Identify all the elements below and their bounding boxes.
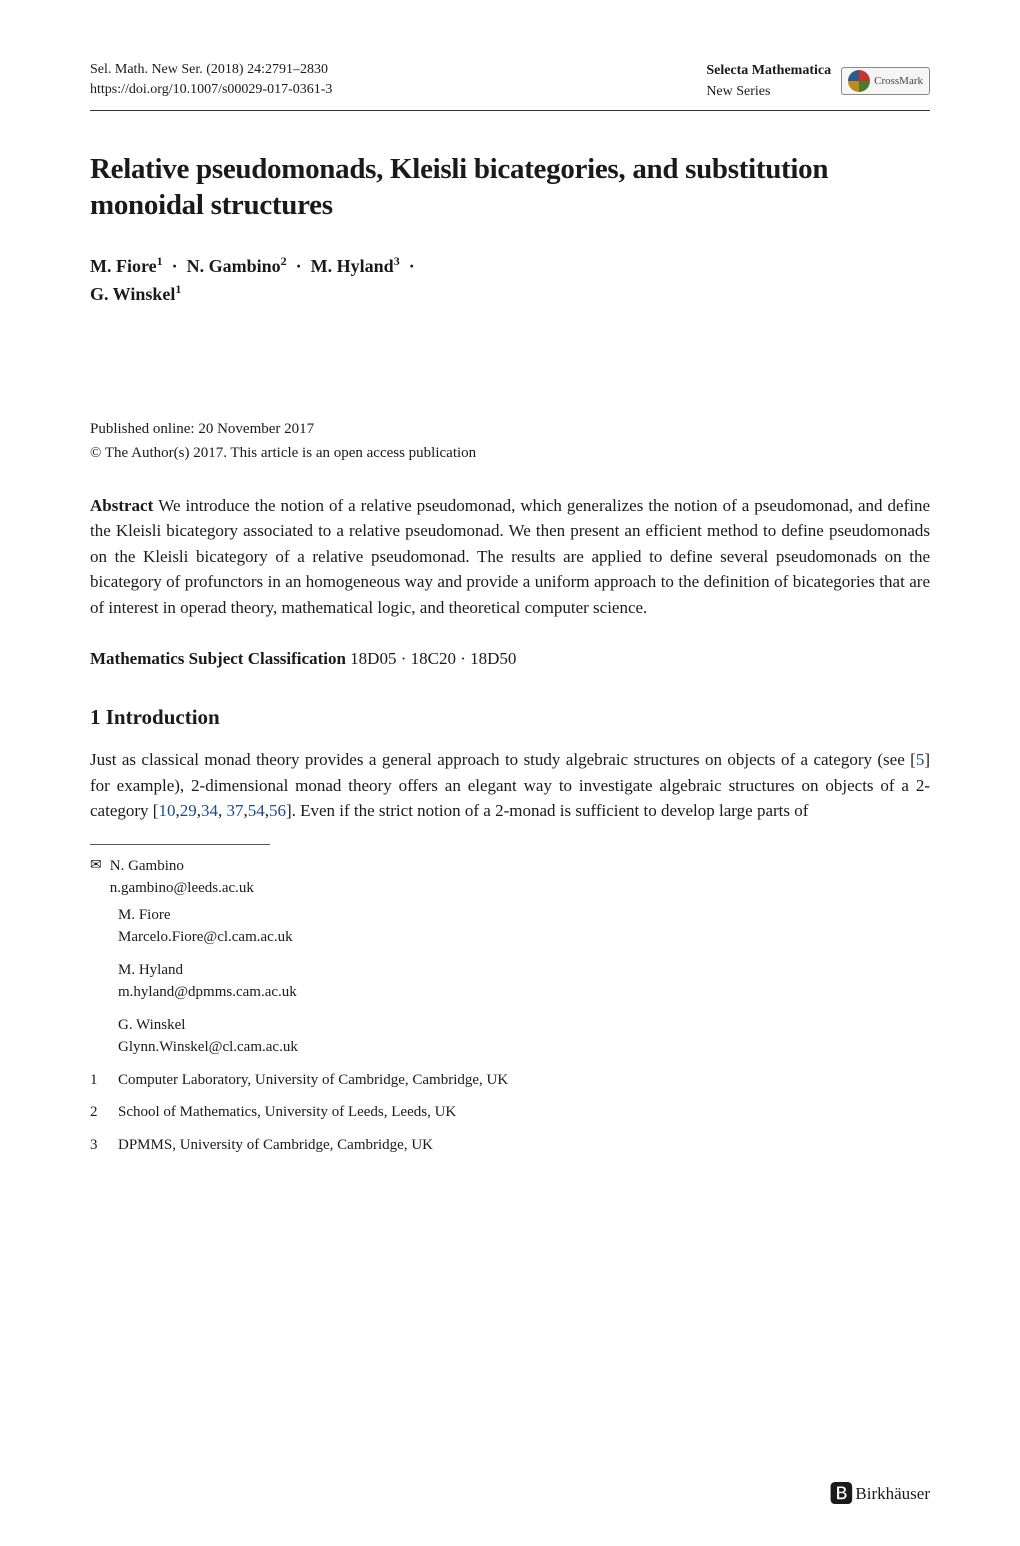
journal-series: New Series	[706, 81, 831, 102]
affiliation-2: 2 School of Mathematics, University of L…	[90, 1101, 930, 1124]
citation-29[interactable]: 29	[180, 801, 197, 820]
journal-block: Selecta Mathematica New Series	[706, 60, 831, 102]
author-contact-3: G. Winskel Glynn.Winskel@cl.cam.ac.uk	[118, 1014, 930, 1059]
published-online: Published online: 20 November 2017	[90, 418, 930, 441]
header-rule	[90, 110, 930, 111]
author-name: M. Hyland	[118, 959, 930, 982]
corr-name: N. Gambino	[110, 855, 254, 878]
section-heading-1: 1 Introduction	[90, 702, 930, 734]
authors-line1: M. Fiore1 · N. Gambino2 · M. Hyland3 ·	[90, 252, 930, 280]
citation-56[interactable]: 56	[269, 801, 286, 820]
affil-num: 2	[90, 1101, 104, 1124]
running-header: Sel. Math. New Ser. (2018) 24:2791–2830 …	[90, 60, 930, 102]
affil-text: Computer Laboratory, University of Cambr…	[118, 1069, 508, 1092]
authors-line2: G. Winskel1	[90, 280, 930, 308]
corr-email: n.gambino@leeds.ac.uk	[110, 877, 254, 900]
header-right: Selecta Mathematica New Series CrossMark	[706, 60, 930, 102]
author-email: m.hyland@dpmms.cam.ac.uk	[118, 981, 930, 1004]
author-name: M. Fiore	[118, 904, 930, 927]
publisher-name: Birkhäuser	[855, 1484, 930, 1503]
affil-text: DPMMS, University of Cambridge, Cambridg…	[118, 1134, 433, 1157]
crossmark-badge[interactable]: CrossMark	[841, 67, 930, 95]
crossmark-icon	[848, 70, 870, 92]
author-contact-1: M. Fiore Marcelo.Fiore@cl.cam.ac.uk	[118, 904, 930, 949]
citation-54[interactable]: 54	[248, 801, 265, 820]
affiliation-3: 3 DPMMS, University of Cambridge, Cambri…	[90, 1134, 930, 1157]
copyright-line: © The Author(s) 2017. This article is an…	[90, 442, 930, 465]
envelope-icon: ✉	[90, 855, 102, 900]
abstract-text: We introduce the notion of a relative ps…	[90, 496, 930, 617]
publisher-mark: 🅱Birkhäuser	[829, 1474, 930, 1510]
affiliation-1: 1 Computer Laboratory, University of Cam…	[90, 1069, 930, 1092]
msc-codes: 18D05 · 18C20 · 18D50	[350, 649, 516, 668]
journal-ref: Sel. Math. New Ser. (2018) 24:2791–2830	[90, 60, 332, 80]
footnote-rule	[90, 844, 270, 845]
article-title: Relative pseudomonads, Kleisli bicategor…	[90, 151, 930, 224]
intro-text-3: ]. Even if the strict notion of a 2-mona…	[286, 801, 808, 820]
affil-text: School of Mathematics, University of Lee…	[118, 1101, 456, 1124]
abstract-label: Abstract	[90, 496, 153, 515]
intro-paragraph: Just as classical monad theory provides …	[90, 747, 930, 824]
intro-text-1: Just as classical monad theory provides …	[90, 750, 916, 769]
header-left: Sel. Math. New Ser. (2018) 24:2791–2830 …	[90, 60, 332, 99]
citation-10[interactable]: 10	[158, 801, 175, 820]
author-contact-2: M. Hyland m.hyland@dpmms.cam.ac.uk	[118, 959, 930, 1004]
publisher-icon: 🅱	[829, 1477, 853, 1513]
msc-label: Mathematics Subject Classification	[90, 649, 346, 668]
author-email: Glynn.Winskel@cl.cam.ac.uk	[118, 1036, 930, 1059]
corresponding-author: ✉ N. Gambino n.gambino@leeds.ac.uk	[90, 855, 930, 900]
affil-num: 1	[90, 1069, 104, 1092]
doi: https://doi.org/10.1007/s00029-017-0361-…	[90, 80, 332, 100]
citation-34[interactable]: 34	[201, 801, 218, 820]
affil-num: 3	[90, 1134, 104, 1157]
author-name: G. Winskel	[118, 1014, 930, 1037]
citation-37[interactable]: 37	[226, 801, 243, 820]
author-list: M. Fiore1 · N. Gambino2 · M. Hyland3 · G…	[90, 252, 930, 308]
abstract: Abstract We introduce the notion of a re…	[90, 493, 930, 621]
msc: Mathematics Subject Classification 18D05…	[90, 646, 930, 672]
journal-name: Selecta Mathematica	[706, 60, 831, 81]
affiliations: 1 Computer Laboratory, University of Cam…	[90, 1069, 930, 1157]
author-email: Marcelo.Fiore@cl.cam.ac.uk	[118, 926, 930, 949]
crossmark-label: CrossMark	[874, 73, 923, 90]
